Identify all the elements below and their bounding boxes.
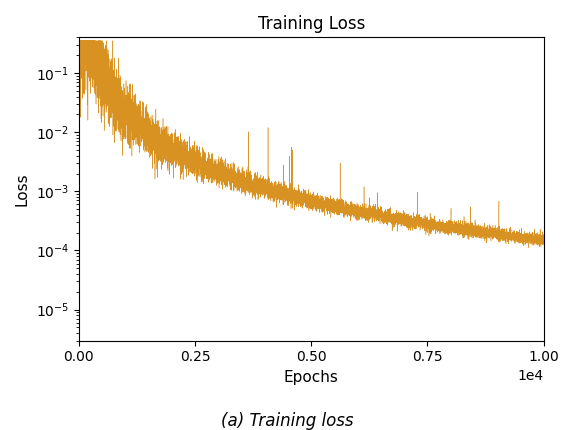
Title: Training Loss: Training Loss bbox=[258, 15, 365, 33]
X-axis label: Epochs: Epochs bbox=[284, 370, 339, 385]
Y-axis label: Loss: Loss bbox=[15, 172, 30, 206]
Text: (a) Training loss: (a) Training loss bbox=[221, 412, 353, 430]
